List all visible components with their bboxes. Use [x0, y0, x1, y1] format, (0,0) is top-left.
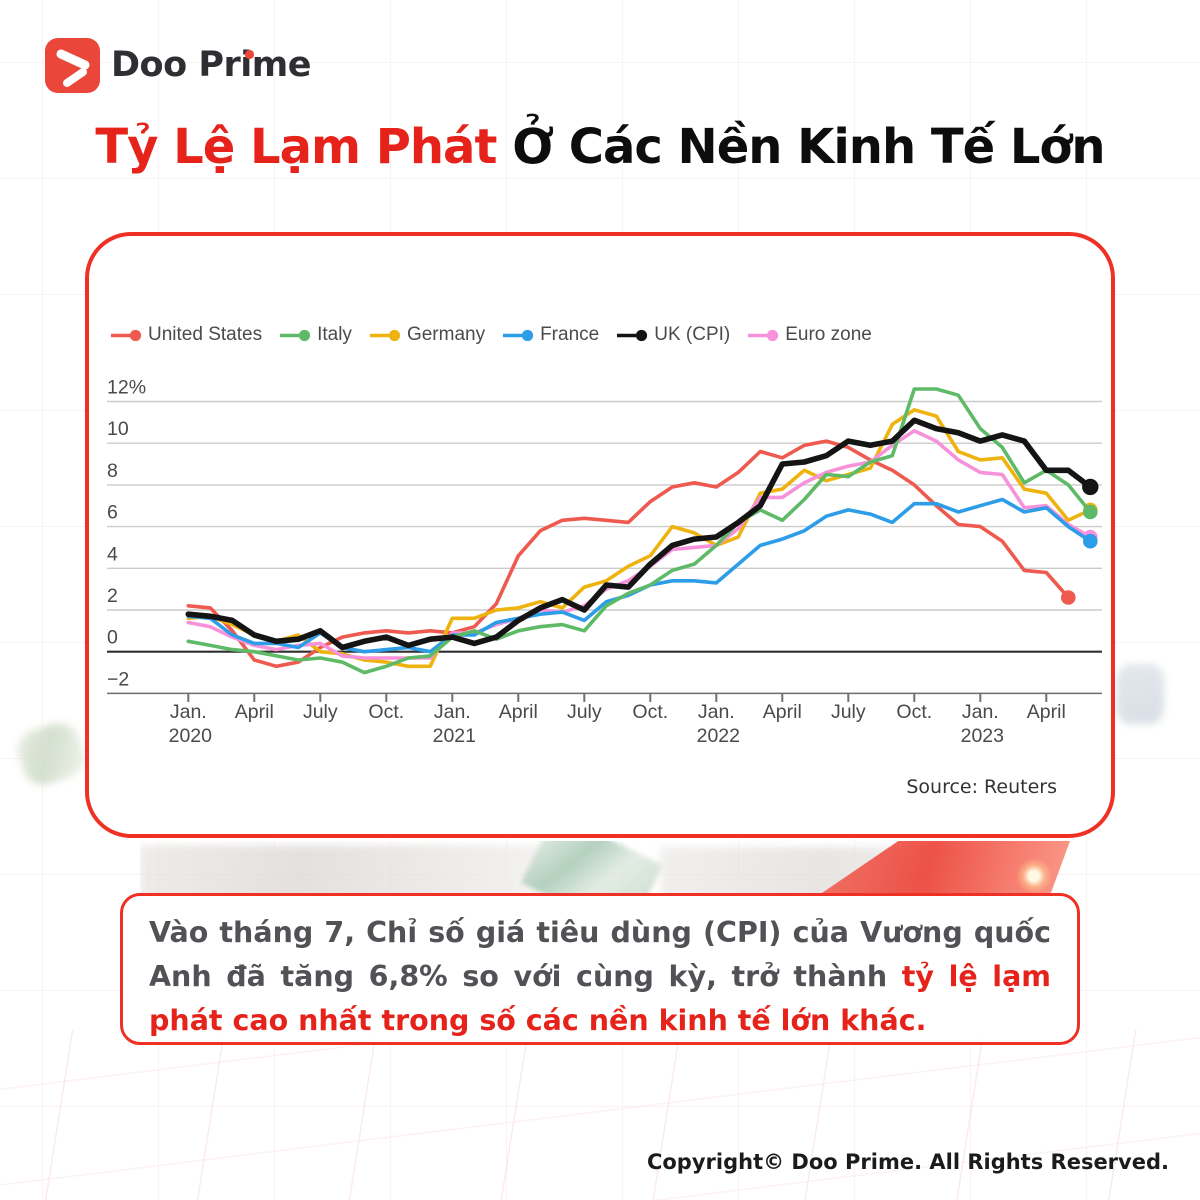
- legend-item-france: France: [502, 324, 599, 346]
- legend-label-euro-zone: Euro zone: [785, 324, 872, 345]
- legend-label-germany: Germany: [406, 324, 486, 345]
- keyboard-blur-decoration: [660, 847, 990, 893]
- axis-tick-label: Oct.: [368, 701, 404, 723]
- axis-tick-label: July: [567, 701, 602, 723]
- axis-tick-label: July: [303, 701, 338, 723]
- series-end-dot-france: [1083, 533, 1098, 549]
- chart-legend: United States Italy Germany France UK (CPI) E…: [110, 324, 872, 346]
- legend-label-italy: Italy: [317, 324, 352, 345]
- brand-i-red-dot: [245, 50, 254, 59]
- axis-tick-label: July: [831, 701, 866, 723]
- axis-tick-label: 0: [107, 627, 118, 649]
- axis-tick-label: 4: [107, 543, 118, 565]
- series-line-italy: [186, 387, 1093, 675]
- background-perspective-grid: [0, 1030, 1200, 1200]
- chart-card: United States Italy Germany France UK (CPI) E…: [85, 232, 1115, 838]
- axis-tick-label: 2023: [961, 725, 1004, 747]
- axis-tick-label: Oct.: [896, 701, 932, 723]
- legend-marker-germany: [369, 329, 401, 341]
- legend-label-france: France: [540, 324, 600, 345]
- legend-item-euro-zone: Euro zone: [747, 324, 872, 346]
- page-title: Tỷ Lệ Lạm Phát Ở Các Nền Kinh Tế Lớn: [40, 119, 1160, 175]
- legend-marker-italy: [280, 329, 311, 341]
- axis-tick-label: Oct.: [632, 701, 668, 723]
- axis-tick-label: 2: [107, 585, 118, 607]
- axis-tick-label: 2022: [697, 725, 740, 747]
- photo-band-decoration: [140, 841, 1108, 893]
- series-line-euro-zone: [186, 428, 1093, 660]
- legend-marker-france: [503, 329, 534, 341]
- axis-tick-label: 10: [107, 418, 129, 440]
- legend-marker-euro-zone: [748, 329, 779, 341]
- axis-tick-label: Jan.: [962, 701, 999, 723]
- legend-marker-uk-cpi: [617, 329, 648, 341]
- legend-marker-united-states: [111, 329, 142, 341]
- brand-name: Doo Prime: [111, 48, 311, 83]
- series-end-dot-uk-cpi-: [1082, 478, 1099, 496]
- doo-prime-logo: Doo Prime: [45, 38, 311, 93]
- series-end-dot-united-states: [1061, 590, 1076, 605]
- sparkle-decoration: [1012, 859, 1056, 893]
- axis-tick-label: April: [499, 701, 538, 723]
- axis-tick-label: 8: [107, 460, 118, 482]
- axis-tick-label: 2021: [433, 725, 476, 747]
- gray-blur-decoration: [1116, 664, 1164, 724]
- series-line-uk-cpi-: [185, 417, 1094, 651]
- legend-item-uk-cpi: UK (CPI): [616, 324, 730, 346]
- axis-tick-label: April: [763, 701, 802, 723]
- axis-tick-label: −2: [107, 668, 129, 690]
- axis-tick-label: Jan.: [698, 701, 735, 723]
- brand-name-text: Doo Prime: [111, 45, 311, 85]
- copyright-notice: Copyright© Doo Prime. All Rights Reserve…: [646, 1150, 1169, 1174]
- callout-text-normal: Vào tháng 7, Chỉ số giá tiêu dùng (CPI) …: [149, 916, 1051, 993]
- axis-tick-label: 2020: [169, 725, 213, 747]
- axis-tick-label: 6: [107, 502, 118, 524]
- legend-item-united-states: United States: [110, 324, 262, 346]
- callout-box: Vào tháng 7, Chỉ số giá tiêu dùng (CPI) …: [120, 893, 1080, 1045]
- axis-tick-label: Jan.: [170, 701, 207, 723]
- series-end-dot-italy: [1083, 504, 1098, 520]
- logo-chevron-icon: [56, 49, 90, 87]
- series-line-germany: [186, 407, 1093, 669]
- axis-tick-label: April: [235, 701, 274, 723]
- page-title-highlight: Tỷ Lệ Lạm Phát: [95, 119, 497, 175]
- axis-tick-label: April: [1027, 701, 1066, 723]
- axis-tick-label: Jan.: [434, 701, 471, 723]
- legend-item-germany: Germany: [369, 324, 485, 346]
- axis-tick-label: 12%: [107, 377, 146, 399]
- legend-item-italy: Italy: [279, 324, 352, 346]
- red-ribbon-decoration: [821, 841, 1070, 893]
- page-title-rest: Ở Các Nền Kinh Tế Lớn: [496, 119, 1105, 175]
- calculator-blur-decoration: [140, 845, 540, 893]
- callout-text-highlight: tỷ lệ lạm phát cao nhất trong số các nền…: [149, 960, 1052, 1037]
- banknote-blur-decoration: [12, 717, 90, 791]
- chart-source: Source: Reuters: [906, 776, 1057, 798]
- legend-label-united-states: United States: [148, 324, 263, 345]
- doo-prime-logo-icon: [45, 38, 100, 93]
- legend-label-uk-cpi: UK (CPI): [654, 324, 731, 345]
- euro-banknote-blur-decoration: [520, 841, 664, 893]
- callout-text: Vào tháng 7, Chỉ số giá tiêu dùng (CPI) …: [149, 911, 1051, 1043]
